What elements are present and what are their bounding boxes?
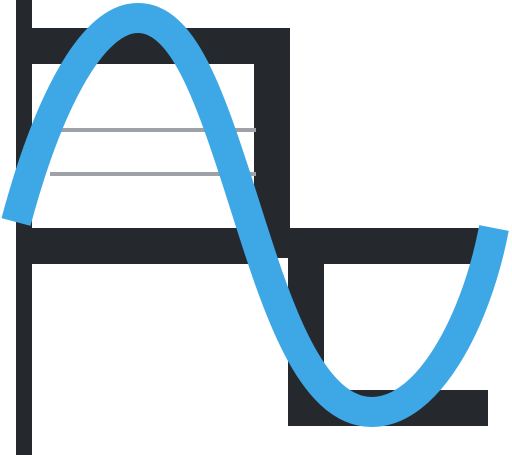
left-axis-line <box>16 0 32 455</box>
threshold-line-upper <box>60 128 256 132</box>
square-wave-left-stub <box>16 228 32 264</box>
sine-wave-path <box>1 2 509 428</box>
square-wave-baseline <box>32 228 262 264</box>
threshold-line-lower <box>50 172 256 176</box>
square-wave-right-baseline <box>324 228 488 264</box>
